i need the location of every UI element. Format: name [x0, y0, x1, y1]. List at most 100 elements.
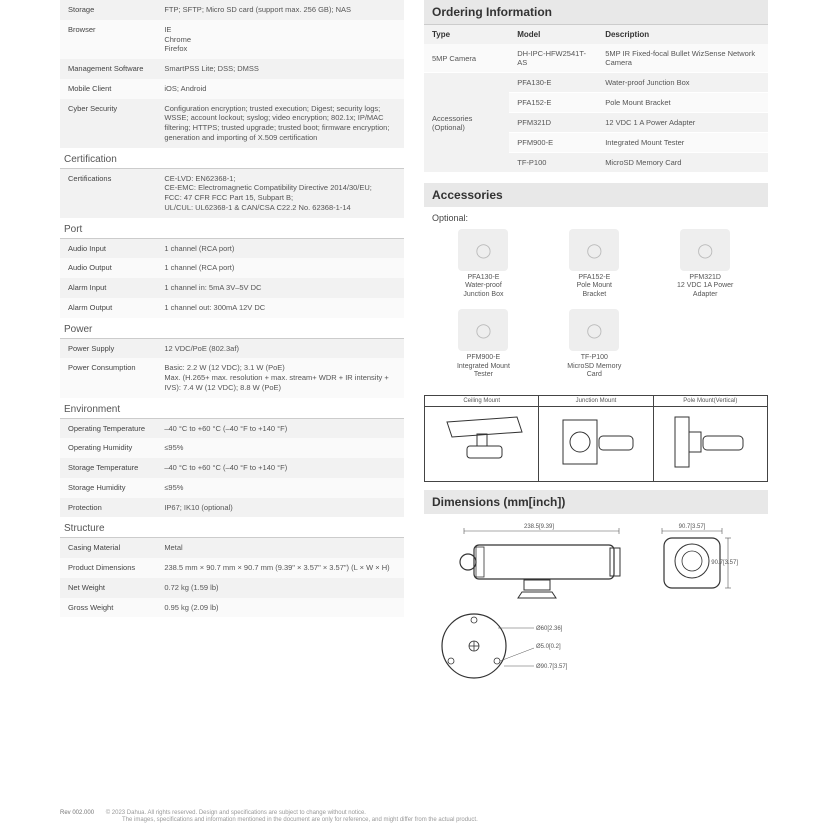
- mount-label: Pole Mount(Vertical): [654, 396, 767, 407]
- spec-value: IE Chrome Firefox: [156, 20, 404, 59]
- svg-text:238.5[9.39]: 238.5[9.39]: [524, 524, 554, 530]
- svg-text:Ø5.0[0.2]: Ø5.0[0.2]: [536, 644, 561, 650]
- accessories-title: Accessories: [424, 183, 768, 207]
- accessory-name: PFA152-E: [539, 274, 650, 282]
- mount-cell: Pole Mount(Vertical): [654, 396, 767, 481]
- accessory-name: PFA130-E: [428, 274, 539, 282]
- accessory-image: ◯: [680, 229, 730, 271]
- camera-base-svg: Ø60[2.36] Ø5.0[0.2] Ø90.7[3.57]: [424, 606, 624, 686]
- accessory-item: ◯ PFM900-EIntegrated Mount Tester: [428, 309, 539, 379]
- order-desc: 12 VDC 1 A Power Adapter: [597, 113, 768, 133]
- accessory-item: ◯ PFM321D12 VDC 1A Power Adapter: [650, 229, 761, 299]
- spec-value: FTP; SFTP; Micro SD card (support max. 2…: [156, 0, 404, 20]
- spec-key: Power Consumption: [60, 358, 156, 397]
- mount-drawing: [539, 407, 652, 477]
- spec-value: Configuration encryption; trusted execut…: [156, 99, 404, 148]
- footer-line1: © 2023 Dahua. All rights reserved. Desig…: [106, 810, 366, 816]
- accessory-item: ◯TF-P100MicroSD Memory Card: [539, 309, 650, 379]
- spec-key: Gross Weight: [60, 598, 156, 618]
- order-desc: MicroSD Memory Card: [597, 153, 768, 173]
- mount-diagrams: Ceiling MountJunction MountPole Mount(Ve…: [424, 395, 768, 482]
- accessory-desc: 12 VDC 1A Power Adapter: [650, 282, 761, 299]
- spec-key: Audio Input: [60, 239, 156, 259]
- accessory-desc: Integrated Mount Tester: [428, 363, 539, 380]
- spec-value: 1 channel in: 5mA 3V–5V DC: [156, 278, 404, 298]
- spec-key: Storage Temperature: [60, 458, 156, 478]
- accessory-image: ◯: [458, 309, 508, 351]
- order-model: PFA130-E: [509, 73, 597, 93]
- accessory-item: ◯ PFA152-EPole Mount Bracket: [539, 229, 650, 299]
- spec-table: StorageFTP; SFTP; Micro SD card (support…: [60, 0, 404, 148]
- accessory-desc: MicroSD Memory Card: [539, 363, 650, 380]
- spec-table: CertificationsCE-LVD: EN62368-1; CE-EMC:…: [60, 169, 404, 218]
- spec-value: Basic: 2.2 W (12 VDC); 3.1 W (PoE) Max. …: [156, 358, 404, 397]
- svg-text:Ø90.7[3.57]: Ø90.7[3.57]: [536, 664, 568, 670]
- spec-key: Audio Output: [60, 258, 156, 278]
- spec-value: IP67; IK10 (optional): [156, 498, 404, 518]
- section-header: Environment: [60, 398, 404, 419]
- order-type: 5MP Camera: [424, 44, 509, 73]
- spec-key: Operating Humidity: [60, 438, 156, 458]
- mount-cell: Junction Mount: [539, 396, 653, 481]
- spec-key: Net Weight: [60, 578, 156, 598]
- mount-cell: Ceiling Mount: [425, 396, 539, 481]
- mount-drawing: [425, 407, 538, 477]
- ordering-title: Ordering Information: [424, 0, 768, 25]
- spec-value: CE-LVD: EN62368-1; CE-EMC: Electromagnet…: [156, 169, 404, 218]
- spec-key: Power Supply: [60, 339, 156, 359]
- mount-label: Ceiling Mount: [425, 396, 538, 407]
- left-column: StorageFTP; SFTP; Micro SD card (support…: [60, 0, 404, 818]
- spec-key: Storage Humidity: [60, 478, 156, 498]
- mount-label: Junction Mount: [539, 396, 652, 407]
- order-desc: 5MP IR Fixed-focal Bullet WizSense Netwo…: [597, 44, 768, 73]
- spec-table: Operating Temperature–40 °C to +60 °C (–…: [60, 419, 404, 518]
- svg-text:90.7[3.57]: 90.7[3.57]: [679, 524, 706, 530]
- section-header: Port: [60, 218, 404, 239]
- spec-table: Power Supply12 VDC/PoE (802.3af)Power Co…: [60, 339, 404, 398]
- spec-value: 1 channel (RCA port): [156, 239, 404, 259]
- spec-key: Protection: [60, 498, 156, 518]
- mount-drawing: [654, 407, 767, 477]
- order-model: TF-P100: [509, 153, 597, 173]
- ordering-table: TypeModelDescription 5MP CameraDH-IPC-HF…: [424, 25, 768, 173]
- spec-value: ≤95%: [156, 478, 404, 498]
- accessory-desc: Pole Mount Bracket: [539, 282, 650, 299]
- spec-key: Product Dimensions: [60, 558, 156, 578]
- section-header: Power: [60, 318, 404, 339]
- spec-key: Cyber Security: [60, 99, 156, 148]
- spec-key: Browser: [60, 20, 156, 59]
- spec-value: 1 channel (RCA port): [156, 258, 404, 278]
- accessory-desc: Water-proof Junction Box: [428, 282, 539, 299]
- section-header: Structure: [60, 517, 404, 538]
- svg-text:90.7[3.57]: 90.7[3.57]: [711, 560, 738, 566]
- spec-key: Alarm Input: [60, 278, 156, 298]
- spec-key: Management Software: [60, 59, 156, 79]
- accessory-name: TF-P100: [539, 354, 650, 362]
- order-header: Model: [509, 25, 597, 44]
- accessories-subtitle: Optional:: [424, 207, 768, 225]
- section-header: Certification: [60, 148, 404, 169]
- svg-text:Ø60[2.36]: Ø60[2.36]: [536, 626, 563, 632]
- order-model: PFM321D: [509, 113, 597, 133]
- dimensions-diagram: 238.5[9.39] 90.7[3.57] 90.7[: [424, 514, 768, 692]
- right-column: Ordering Information TypeModelDescriptio…: [424, 0, 768, 818]
- order-desc: Water-proof Junction Box: [597, 73, 768, 93]
- order-model: DH-IPC-HFW2541T-AS: [509, 44, 597, 73]
- order-type: Accessories (Optional): [424, 73, 509, 173]
- order-model: PFM900-E: [509, 133, 597, 153]
- footer-rev: Rev 002.000: [60, 810, 94, 816]
- accessory-name: PFM321D: [650, 274, 761, 282]
- accessory-image: ◯: [569, 229, 619, 271]
- accessory-item: ◯PFA130-EWater-proof Junction Box: [428, 229, 539, 299]
- spec-key: Alarm Output: [60, 298, 156, 318]
- footer-line2: The images, specifications and informati…: [122, 817, 478, 823]
- spec-value: 12 VDC/PoE (802.3af): [156, 339, 404, 359]
- accessory-name: PFM900-E: [428, 354, 539, 362]
- spec-value: SmartPSS Lite; DSS; DMSS: [156, 59, 404, 79]
- camera-front-svg: 90.7[3.57] 90.7[3.57]: [642, 520, 742, 600]
- spec-value: 238.5 mm × 90.7 mm × 90.7 mm (9.39" × 3.…: [156, 558, 404, 578]
- order-header: Type: [424, 25, 509, 44]
- accessories-grid: ◯PFA130-EWater-proof Junction Box◯PFA152…: [424, 225, 768, 387]
- order-model: PFA152-E: [509, 93, 597, 113]
- spec-key: Casing Material: [60, 538, 156, 558]
